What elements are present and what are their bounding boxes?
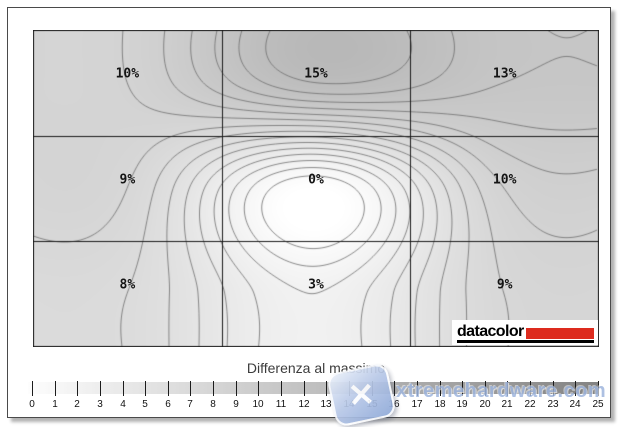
- scale-tick: [145, 381, 146, 396]
- scale-tick-label: 5: [142, 399, 148, 410]
- scale-tick-label: 4: [120, 399, 126, 410]
- scale-tick: [32, 381, 33, 396]
- scale-tick-label: 0: [29, 399, 35, 410]
- scale-tick: [281, 381, 282, 396]
- scale-tick-label: 2: [74, 399, 80, 410]
- cell-value-label: 9%: [119, 172, 136, 187]
- scale-tick-label: 19: [456, 399, 468, 410]
- scale-tick: [394, 381, 395, 396]
- scale-tick-label: 7: [187, 399, 193, 410]
- scale-tick: [485, 381, 486, 396]
- scale-tick: [55, 381, 56, 396]
- cell-value-label: 10%: [115, 66, 140, 82]
- scale-tick-label: 24: [569, 399, 581, 410]
- scale-tick-label: 11: [275, 399, 287, 410]
- scale-tick-label: 21: [501, 399, 513, 410]
- scale-tick: [417, 381, 418, 396]
- scale-tick: [349, 381, 350, 396]
- scale-tick-label: 10: [252, 399, 264, 410]
- scale-tick: [530, 381, 531, 396]
- scale-tick-label: 22: [524, 399, 536, 410]
- scale-tick: [168, 381, 169, 396]
- scale-tick: [236, 381, 237, 396]
- scale-tick: [553, 381, 554, 396]
- scale-tick: [462, 381, 463, 396]
- scale-tick-label: 13: [320, 399, 332, 410]
- scale-tick: [575, 381, 576, 396]
- scale-tick-label: 9: [233, 399, 239, 410]
- scale-tick-label: 17: [411, 399, 423, 410]
- scale-tick: [190, 381, 191, 396]
- scale-tick-label: 15: [366, 399, 378, 410]
- cell-value-label: 3%: [308, 277, 324, 293]
- datacolor-logo-redbar-icon: [525, 328, 594, 339]
- scale-tick-label: 1: [52, 399, 58, 410]
- datacolor-logo-row: datacolor: [457, 322, 594, 343]
- cell-value-label: 8%: [119, 277, 136, 293]
- scale-tick: [213, 381, 214, 396]
- scale-tick-label: 14: [343, 399, 355, 410]
- scale-tick: [326, 381, 327, 396]
- scale-title: Differenza al massimo: [246, 360, 386, 376]
- scale-tick-label: 20: [479, 399, 491, 410]
- scale-tick-label: 18: [434, 399, 446, 410]
- scale-tick: [304, 381, 305, 396]
- datacolor-logo-text: datacolor: [457, 323, 524, 340]
- scale-tick-label: 6: [165, 399, 171, 410]
- datacolor-logo: datacolor: [452, 320, 598, 345]
- contour-canvas: [33, 30, 599, 347]
- scale-tick-label: 8: [210, 399, 216, 410]
- scale-tick: [77, 381, 78, 396]
- scale-tick: [123, 381, 124, 396]
- scale-tick-label: 25: [592, 399, 604, 410]
- report-window: 10% 15% 13% 9% 0% 10% 8% 3% 9% datacolor Differe…: [7, 7, 611, 418]
- cell-value-label: 9%: [496, 277, 513, 293]
- scale-tick: [100, 381, 101, 396]
- cell-value-label: 15%: [304, 66, 328, 82]
- scale-tick-label: 12: [298, 399, 310, 410]
- scale-tick-label: 23: [547, 399, 559, 410]
- scale-tick-label: 3: [97, 399, 103, 410]
- cell-value-label: 13%: [492, 66, 517, 82]
- scale-tick: [258, 381, 259, 396]
- scale-tick: [440, 381, 441, 396]
- scale-tick: [372, 381, 373, 396]
- scale-tick-label: 16: [388, 399, 400, 410]
- cell-value-label: 0%: [308, 172, 324, 187]
- scale-tick: [507, 381, 508, 396]
- contour-plot: 10% 15% 13% 9% 0% 10% 8% 3% 9% datacolor: [33, 30, 599, 347]
- scale-tick: [598, 381, 599, 396]
- gradient-scalebar: [28, 382, 598, 394]
- cell-value-label: 10%: [492, 172, 517, 187]
